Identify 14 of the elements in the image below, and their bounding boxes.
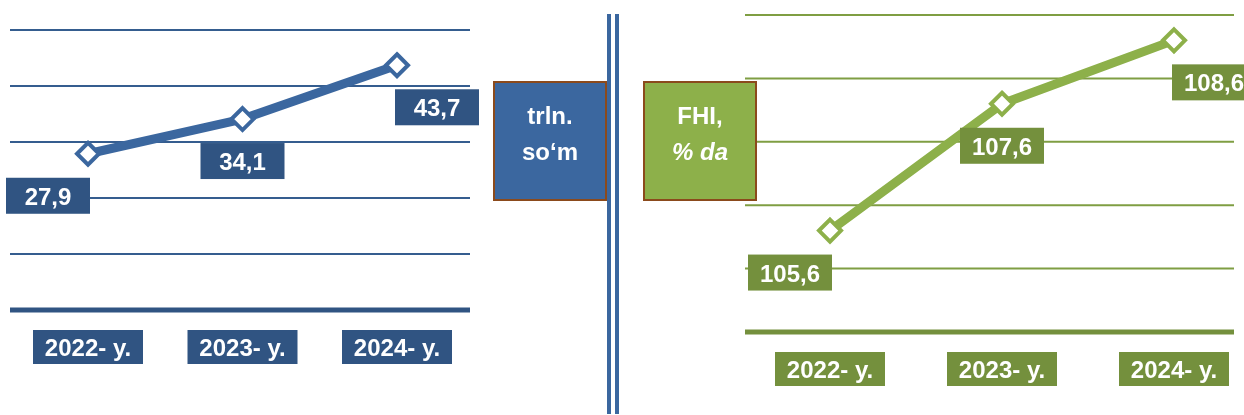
x-tick-label: 2023- y.: [199, 334, 286, 361]
data-label: 43,7: [413, 94, 461, 122]
y-axis-title: trln. so‘m: [521, 101, 579, 167]
x-tick-label: 2023- y.: [958, 356, 1046, 383]
x-tick-label: 2024- y.: [353, 334, 441, 361]
data-label: 108,6: [1183, 69, 1244, 97]
data-label: 105,6: [759, 259, 821, 287]
x-tick-label: 2022- y.: [44, 334, 132, 361]
y-axis-title: FHI, % da: [671, 101, 729, 167]
data-label: 27,9: [24, 182, 72, 210]
x-tick-label: 2022- y.: [786, 356, 874, 383]
x-tick-label: 2024- y.: [1130, 356, 1218, 383]
data-label: 107,6: [971, 132, 1033, 160]
data-label: 34,1: [219, 148, 266, 176]
